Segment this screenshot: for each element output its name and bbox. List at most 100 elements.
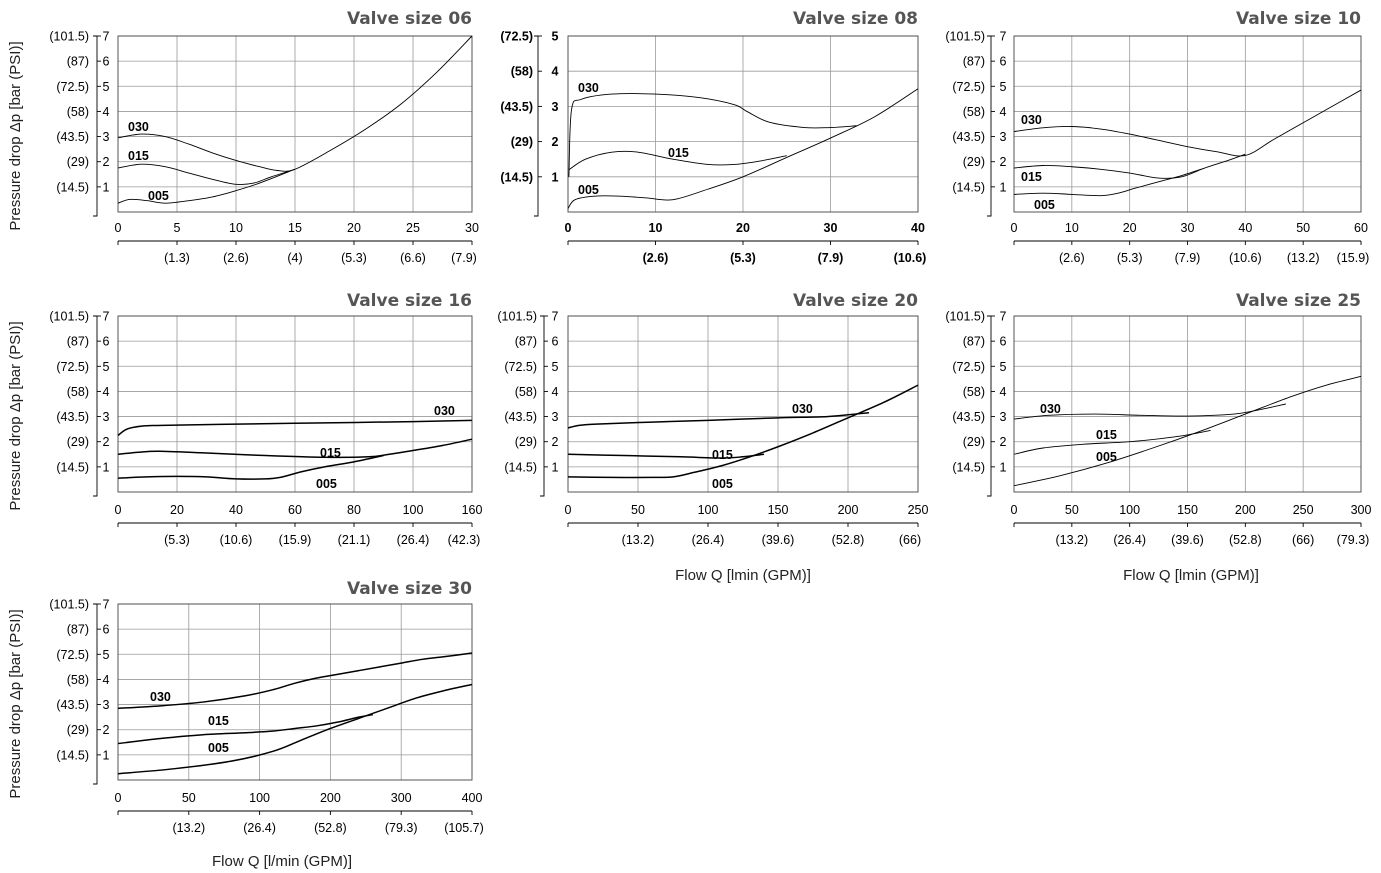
series-label-005: 005 xyxy=(712,477,733,491)
x-tick-label: 200 xyxy=(1235,503,1256,517)
x-tick-label: 100 xyxy=(403,503,424,517)
x-tick-label: 50 xyxy=(631,503,645,517)
series-line-005 xyxy=(567,384,919,479)
y-tick-label: 4 xyxy=(103,105,110,119)
x-tick-label: 200 xyxy=(320,791,341,805)
x-unit-tick-label: (2.6) xyxy=(223,251,249,265)
series-label-030: 030 xyxy=(1040,402,1061,416)
series-line-005 xyxy=(117,454,384,480)
x-unit-tick-label: (26.4) xyxy=(397,533,430,547)
series-line-030 xyxy=(568,93,857,177)
x-unit-tick-label: (13.2) xyxy=(622,533,655,547)
x-unit-tick-label: (1.3) xyxy=(164,251,190,265)
y-unit-tick-label: (101.5) xyxy=(49,598,89,612)
x-tick-label: 100 xyxy=(1119,503,1140,517)
x-tick-label: 10 xyxy=(649,221,663,235)
y-tick-label: 4 xyxy=(552,385,559,399)
chart-title: Valve size 30 xyxy=(347,579,472,599)
plot-frame xyxy=(117,35,473,213)
x-unit-tick-label: (15.9) xyxy=(1337,251,1370,265)
x-unit-tick-label: (15.9) xyxy=(279,533,312,547)
x-unit-tick-label: (10.6) xyxy=(220,533,253,547)
series-line-005 xyxy=(1013,375,1362,487)
series-label-015: 015 xyxy=(128,149,149,163)
x-tick-label: 100 xyxy=(249,791,270,805)
x-tick-label: 300 xyxy=(391,791,412,805)
y-tick-label: 2 xyxy=(552,135,559,149)
x-tick-label: 0 xyxy=(115,791,122,805)
series-label-005: 005 xyxy=(316,477,337,491)
x-unit-tick-label: (26.4) xyxy=(243,821,276,835)
y-tick-label: 7 xyxy=(552,310,559,324)
plot-frame xyxy=(117,315,473,493)
y-unit-tick-label: (43.5) xyxy=(56,698,89,712)
x-unit-tick-label: (2.6) xyxy=(643,251,669,265)
y-unit-tick-label: (43.5) xyxy=(56,130,89,144)
y-unit-tick-label: (29) xyxy=(963,155,985,169)
x-tick-label: 30 xyxy=(824,221,838,235)
series-line-030 xyxy=(567,412,870,429)
y-tick-label: 1 xyxy=(1000,180,1007,194)
y-tick-label: 2 xyxy=(103,155,110,169)
chart-panel-1: Valve size 06 1 2 3 4 5 6 7 (14.5) (29) (43.5) (58)… xyxy=(7,9,479,265)
y-unit-tick-label: (14.5) xyxy=(504,460,537,474)
series-line-015 xyxy=(1013,153,1246,179)
y-unit-tick-label: (72.5) xyxy=(952,360,985,374)
x-unit-tick-label: (105.7) xyxy=(444,821,484,835)
y-tick-label: 2 xyxy=(1000,155,1007,169)
x-unit-tick-label: (66) xyxy=(1292,533,1314,547)
y-unit-tick-label: (58) xyxy=(67,105,89,119)
x-tick-label: 50 xyxy=(182,791,196,805)
y-tick-label: 5 xyxy=(103,648,110,662)
series-label-015: 015 xyxy=(1096,428,1117,442)
x-axis-label: Flow Q [l/min (GPM)] xyxy=(212,853,352,870)
series-line-030 xyxy=(1013,403,1286,420)
y-unit-tick-label: (101.5) xyxy=(497,310,537,324)
y-tick-label: 4 xyxy=(103,385,110,399)
y-unit-tick-label: (29) xyxy=(515,435,537,449)
x-tick-label: 100 xyxy=(698,503,719,517)
y-unit-tick-label: (29) xyxy=(67,723,89,737)
x-tick-label: 40 xyxy=(229,503,243,517)
x-unit-tick-label: (26.4) xyxy=(692,533,725,547)
x-tick-label: 160 xyxy=(462,503,483,517)
x-tick-label: 60 xyxy=(288,503,302,517)
x-axis-label: Flow Q [lmin (GPM)] xyxy=(675,567,811,584)
y-tick-label: 2 xyxy=(552,435,559,449)
y-unit-tick-label: (87) xyxy=(963,55,985,69)
y-unit-tick-label: (101.5) xyxy=(49,30,89,44)
chart-panel-6: Valve size 25 1 2 3 4 5 6 7 (14.5) (29) (43.5) (58)… xyxy=(945,291,1371,584)
y-axis-label: Pressure drop Δp [bar (PSI)] xyxy=(7,321,24,510)
series-line-015 xyxy=(568,150,787,171)
y-tick-label: 5 xyxy=(103,360,110,374)
x-unit-tick-label: (4) xyxy=(287,251,302,265)
y-tick-label: 6 xyxy=(1000,55,1007,69)
y-tick-label: 1 xyxy=(552,170,559,184)
x-tick-label: 0 xyxy=(565,503,572,517)
y-unit-tick-label: (72.5) xyxy=(56,80,89,94)
series-label-015: 015 xyxy=(1021,170,1042,184)
y-tick-label: 7 xyxy=(103,598,110,612)
y-tick-label: 1 xyxy=(552,460,559,474)
x-unit-tick-label: (7.9) xyxy=(451,251,477,265)
y-unit-tick-label: (58) xyxy=(963,385,985,399)
x-tick-label: 20 xyxy=(347,221,361,235)
plot-frame xyxy=(117,603,473,781)
y-unit-tick-label: (14.5) xyxy=(952,180,985,194)
x-unit-tick-label: (52.8) xyxy=(832,533,865,547)
x-tick-label: 50 xyxy=(1296,221,1310,235)
y-unit-tick-label: (29) xyxy=(963,435,985,449)
y-unit-tick-label: (87) xyxy=(515,335,537,349)
chart-title: Valve size 16 xyxy=(347,291,472,311)
y-tick-label: 1 xyxy=(103,460,110,474)
x-unit-tick-label: (10.6) xyxy=(1229,251,1262,265)
x-tick-label: 20 xyxy=(736,221,750,235)
y-unit-tick-label: (14.5) xyxy=(56,748,89,762)
x-unit-tick-label: (10.6) xyxy=(894,251,927,265)
x-unit-tick-label: (52.8) xyxy=(1229,533,1262,547)
y-unit-tick-label: (14.5) xyxy=(56,460,89,474)
x-unit-tick-label: (5.3) xyxy=(730,251,756,265)
series-label-015: 015 xyxy=(712,448,733,462)
y-unit-tick-label: (43.5) xyxy=(500,100,533,114)
y-unit-tick-label: (58) xyxy=(511,65,533,79)
